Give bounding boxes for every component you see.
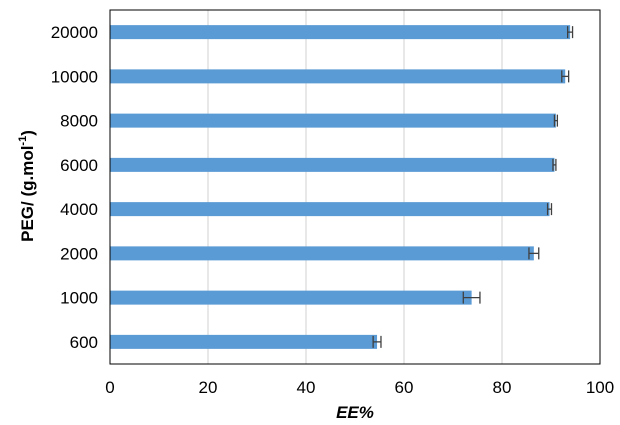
y-axis-label: PEG/ (g.mol-1) — [17, 130, 37, 242]
error-bar-600 — [372, 335, 382, 348]
error-bar-20000 — [567, 26, 574, 39]
gridlines — [207, 10, 503, 364]
x-tick-label: 0 — [105, 378, 114, 397]
y-tick-label: 1000 — [60, 289, 98, 308]
error-bar-10000 — [561, 70, 570, 83]
x-tick-labels: 0 20 40 60 80 100 — [105, 378, 614, 397]
y-tick-label: 10000 — [51, 67, 98, 86]
error-bar-1000 — [462, 291, 481, 304]
x-tick-label: 60 — [395, 378, 414, 397]
y-axis-label-sup: -1 — [17, 136, 29, 146]
error-bar-8000 — [553, 114, 559, 127]
bar-8000 — [110, 113, 556, 128]
y-tick-label: 2000 — [60, 244, 98, 263]
y-tick-label: 4000 — [60, 200, 98, 219]
y-axis-label-main: PEG/ (g.mol — [18, 146, 37, 242]
error-bar-6000 — [552, 158, 557, 171]
bars — [110, 25, 571, 349]
bar-600 — [110, 334, 378, 349]
y-tick-labels: 600 1000 2000 4000 6000 8000 10000 20000 — [51, 23, 98, 352]
plot-frame — [109, 9, 601, 365]
bar-1000 — [110, 290, 472, 305]
bar-2000 — [110, 246, 534, 261]
y-tick-label: 6000 — [60, 156, 98, 175]
error-bar-2000 — [528, 247, 540, 260]
x-tick-label: 100 — [586, 378, 614, 397]
x-tick-label: 40 — [297, 378, 316, 397]
bar-4000 — [110, 202, 550, 217]
y-tick-label: 20000 — [51, 23, 98, 42]
x-axis-label: EE% — [336, 403, 374, 422]
error-bars — [372, 26, 574, 348]
bar-6000 — [110, 157, 555, 172]
y-tick-label: 8000 — [60, 112, 98, 131]
bar-20000 — [110, 25, 571, 40]
y-tick-label: 600 — [70, 333, 98, 352]
error-bar-4000 — [546, 203, 553, 216]
x-tick-label: 80 — [493, 378, 512, 397]
bar-10000 — [110, 69, 566, 84]
x-tick-label: 20 — [199, 378, 218, 397]
y-axis-label-end: ) — [18, 130, 37, 136]
